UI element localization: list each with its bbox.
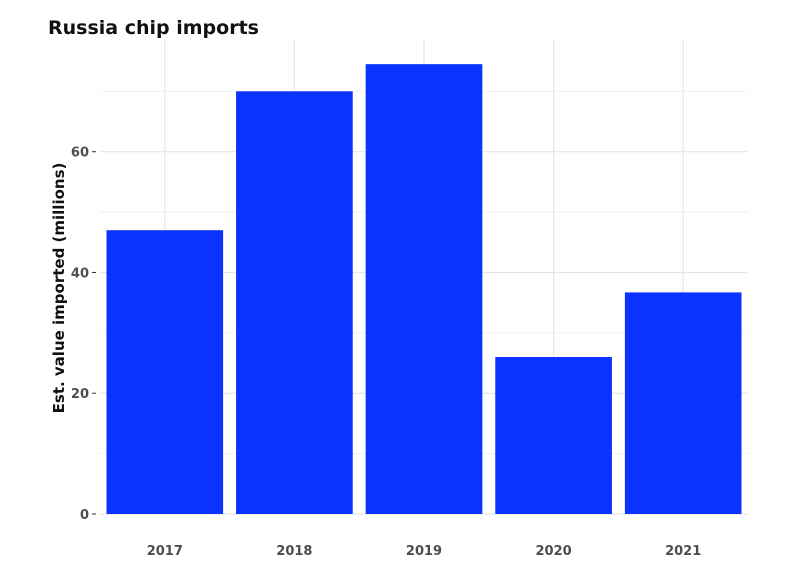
- y-tick-label: 0: [80, 508, 89, 523]
- bar-2020: [495, 357, 612, 514]
- y-tick-label: 60: [71, 146, 89, 161]
- x-tick-label: 2021: [665, 544, 701, 559]
- bar-2018: [236, 91, 353, 515]
- x-tick-label: 2020: [536, 544, 572, 559]
- x-tick-label: 2017: [147, 544, 183, 559]
- bar-2019: [365, 64, 483, 514]
- x-tick-label: 2019: [406, 544, 442, 559]
- x-tick-label: 2018: [276, 544, 312, 559]
- y-tick-label: 40: [71, 266, 89, 281]
- y-tick-label: 20: [71, 387, 89, 402]
- bars: [106, 64, 742, 515]
- x-axis: 2017 2018 2019 2020 2021: [147, 544, 702, 559]
- y-axis-title: Est. value imported (millions): [50, 163, 68, 414]
- bar-2017: [106, 230, 224, 514]
- y-axis: 0 20 40 60: [71, 146, 96, 523]
- bar-2021: [624, 292, 742, 514]
- chart-title: Russia chip imports: [48, 17, 259, 39]
